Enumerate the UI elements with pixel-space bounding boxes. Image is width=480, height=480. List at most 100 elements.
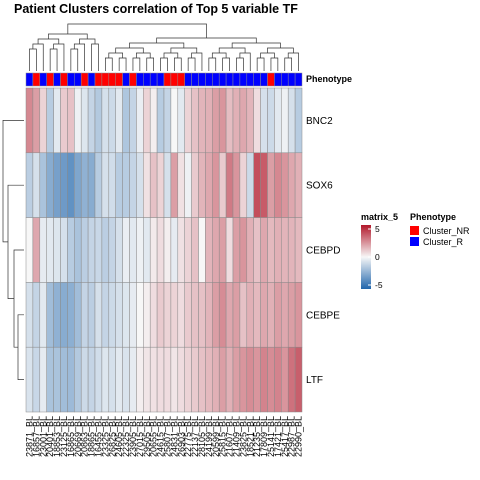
- column-label: 21409_BL: [231, 416, 241, 457]
- color-bar-tick-mid: 0: [375, 252, 380, 262]
- heatmap-cell: [129, 346, 137, 413]
- heatmap-cell: [260, 346, 268, 413]
- heatmap-cell: [170, 346, 179, 413]
- heatmap-cell: [170, 217, 179, 283]
- heatmap-cell: [122, 217, 130, 283]
- heatmap-cell: [122, 152, 130, 218]
- heatmap-cell: [232, 217, 241, 283]
- row-dendrogram: [2, 120, 24, 380]
- heatmap-cell: [260, 87, 268, 154]
- heatmap-cell: [115, 217, 123, 283]
- phenotype-cell: [205, 72, 213, 87]
- phenotype-cell: [122, 72, 130, 87]
- phenotype-cell: [101, 72, 110, 87]
- heatmap-cell: [67, 346, 75, 413]
- column-label: 23871_BL: [24, 416, 34, 457]
- column-label: 22775_BL: [183, 416, 193, 457]
- phenotype-cell: [232, 72, 241, 87]
- heatmap-cell: [232, 87, 241, 154]
- color-bar-tick-min: -5: [375, 280, 383, 290]
- row-labels: BNC2 SOX6 CEBPD CEBPE LTF: [306, 116, 340, 386]
- heatmap-cell: [232, 152, 241, 218]
- heatmap-cell: [60, 87, 68, 154]
- column-label: 24605_BL: [114, 416, 124, 457]
- heatmap-cell: [101, 346, 110, 413]
- phenotype-legend-title: Phenotype: [410, 212, 456, 222]
- heatmap-cell: [108, 87, 116, 154]
- phenotype-cell: [253, 72, 261, 87]
- column-label: 28105_BL: [197, 416, 207, 457]
- heatmap-cell: [74, 152, 82, 218]
- heatmap-cell: [94, 282, 103, 348]
- heatmap-cell: [32, 282, 41, 348]
- row-label: CEBPD: [306, 246, 340, 257]
- heatmap-cell: [267, 346, 275, 413]
- heatmap-cell: [184, 87, 192, 154]
- heatmap-cell: [25, 282, 34, 348]
- column-label: 18521_BL: [245, 416, 255, 457]
- heatmap-cell: [101, 217, 110, 283]
- heatmap-cell: [32, 217, 41, 283]
- heatmap-cell: [108, 217, 116, 283]
- phenotype-cell: [108, 72, 116, 87]
- heatmap-cell: [253, 346, 261, 413]
- heatmap-cell: [39, 346, 47, 413]
- heatmap-cell: [218, 282, 227, 348]
- heatmap-cell: [267, 87, 275, 154]
- phenotype-cell: [287, 72, 296, 87]
- color-bar-tick-max: 5: [375, 224, 380, 234]
- column-label: 24831_BL: [169, 416, 179, 457]
- heatmap-cell: [294, 152, 303, 218]
- legend-label-nr: Cluster_NR: [423, 226, 470, 236]
- heatmap-cell: [25, 152, 34, 218]
- heatmap-cell: [246, 217, 254, 283]
- heatmap-cell: [281, 282, 289, 348]
- heatmap-cell: [163, 87, 172, 154]
- heatmap-cell: [287, 282, 296, 348]
- heatmap-cell: [205, 152, 213, 218]
- column-label: 25417_BL: [280, 416, 290, 457]
- heatmap-cell: [274, 152, 282, 218]
- heatmap-cell: [87, 282, 96, 348]
- heatmap-cell: [25, 346, 34, 413]
- color-bar: [361, 225, 371, 289]
- heatmap-cell: [80, 346, 89, 413]
- phenotype-cell: [246, 72, 254, 87]
- heatmap-cell: [67, 282, 75, 348]
- heatmap-cells: [25, 87, 303, 413]
- phenotype-cell: [94, 72, 103, 87]
- heatmap-cell: [74, 346, 82, 413]
- column-label: 20599_BL: [211, 416, 221, 457]
- heatmap-cell: [294, 217, 303, 283]
- heatmap-cell: [60, 346, 68, 413]
- heatmap-cell: [46, 152, 54, 218]
- heatmap-cell: [53, 152, 61, 218]
- heatmap-cell: [212, 152, 220, 218]
- heatmap-cell: [225, 152, 234, 218]
- heatmap-cell: [191, 87, 199, 154]
- column-label: 21607_BL: [225, 416, 235, 457]
- heatmap-cell: [205, 87, 213, 154]
- heatmap-cell: [122, 346, 130, 413]
- column-label: 22990_BL: [294, 416, 304, 457]
- heatmap-cell: [53, 282, 61, 348]
- heatmap-cell: [149, 152, 158, 218]
- heatmap-cell: [198, 217, 206, 283]
- heatmap-cell: [60, 152, 68, 218]
- heatmap-cell: [46, 282, 54, 348]
- phenotype-cell: [32, 72, 41, 87]
- heatmap-cell: [212, 282, 220, 348]
- heatmap-cell: [60, 217, 68, 283]
- phenotype-cell: [274, 72, 282, 87]
- phenotype-cell: [60, 72, 68, 87]
- phenotype-cell: [294, 72, 303, 87]
- column-label: 20401_BL: [45, 416, 55, 457]
- phenotype-cell: [129, 72, 137, 87]
- heatmap-cell: [74, 282, 82, 348]
- heatmap-cell: [177, 282, 185, 348]
- column-label: 17809_BL: [259, 416, 269, 457]
- phenotype-cell: [225, 72, 234, 87]
- phenotype-cell: [39, 72, 47, 87]
- heatmap-cell: [163, 152, 172, 218]
